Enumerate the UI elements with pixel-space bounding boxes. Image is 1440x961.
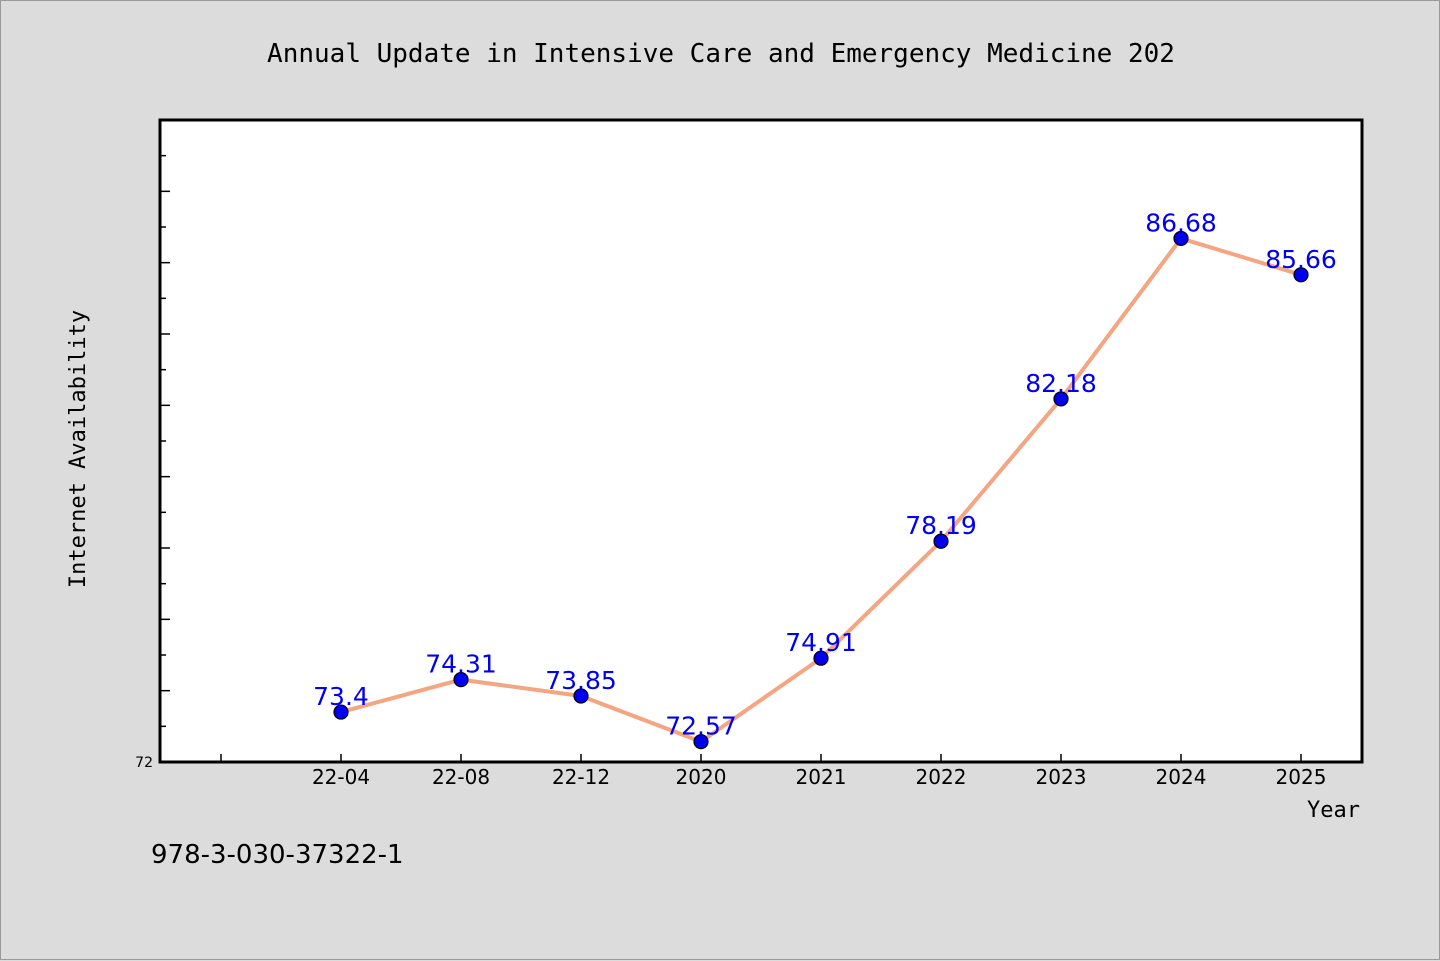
x-tick-label: 2020	[676, 765, 727, 789]
data-labels: 73.4 74.31 73.85 72.57 74.91 78.19 82.18 86.68 8…	[313, 208, 1337, 740]
data-label: 73.4	[313, 682, 369, 711]
data-point	[813, 650, 829, 666]
y-axis-ticks	[160, 154, 170, 728]
series-markers	[333, 230, 1309, 750]
data-point	[1173, 230, 1189, 247]
data-label: 74.91	[785, 628, 857, 657]
data-label: 85.66	[1265, 245, 1337, 274]
plot-area	[158, 118, 1364, 764]
data-label: 78.19	[905, 511, 977, 540]
data-point	[693, 734, 709, 750]
data-label: 73.85	[545, 666, 617, 695]
x-tick-label: 2024	[1156, 765, 1207, 789]
data-point	[1293, 267, 1309, 283]
data-label: 72.57	[665, 712, 737, 741]
x-axis-ticks: 22-04 22-08 22-12 2020 2021 2022 2023 2024 2025	[220, 754, 1327, 789]
x-tick-label: 2022	[916, 765, 967, 789]
data-label: 86.68	[1145, 208, 1217, 237]
footer-isbn: 978-3-030-37322-1	[151, 840, 404, 870]
chart-title: Annual Update in Intensive Care and Emer…	[267, 39, 1175, 69]
x-tick-label: 2023	[1036, 765, 1087, 789]
x-tick-label: 22-08	[432, 765, 490, 789]
y-axis-min-label: 72	[135, 755, 153, 771]
data-label: 74.31	[425, 650, 497, 679]
x-axis-title: Year	[1307, 798, 1360, 823]
data-point	[573, 688, 589, 704]
data-point	[453, 672, 469, 688]
data-point	[333, 704, 349, 720]
data-point	[933, 533, 949, 549]
data-point	[1053, 391, 1069, 407]
x-tick-label: 2021	[796, 765, 847, 789]
y-axis-title: Internet Availability	[66, 310, 91, 588]
x-tick-label: 22-04	[312, 765, 370, 789]
data-label: 82.18	[1025, 369, 1097, 398]
x-tick-label: 2025	[1276, 765, 1327, 789]
x-tick-label: 22-12	[552, 765, 610, 789]
